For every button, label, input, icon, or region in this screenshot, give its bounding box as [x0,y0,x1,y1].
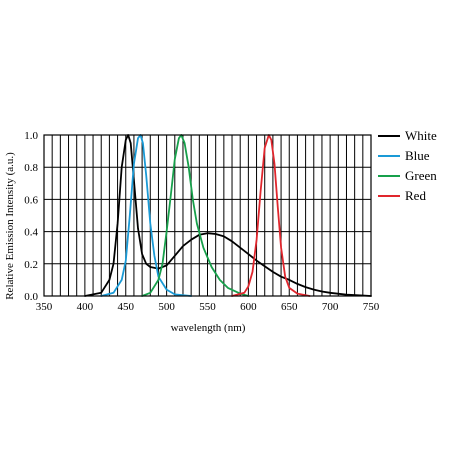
y-tick-label: 1.0 [24,130,38,142]
legend-label-green: Green [405,168,437,183]
y-tick-label: 0.8 [24,162,38,174]
x-tick-label: 750 [363,301,380,313]
x-tick-label: 450 [118,301,135,313]
y-tick-label: 0.6 [24,194,38,206]
x-tick-label: 650 [281,301,298,313]
x-tick-label: 550 [199,301,216,313]
y-axis-title: Relative Emission Intensity (a.u.) [4,152,16,300]
plot-frame [43,134,372,297]
series-line-green [141,134,250,297]
legend-label-blue: Blue [405,148,430,163]
x-axis-title: wavelength (nm) [171,322,246,334]
series-line-white [84,134,372,297]
grid-layer [43,134,372,297]
series-layer [84,134,372,297]
legend-label-red: Red [405,188,426,203]
x-tick-label: 700 [322,301,339,313]
x-tick-label: 350 [36,301,53,313]
series-line-blue [100,134,193,297]
legend: White Blue Green Red [378,128,437,203]
x-tick-label: 400 [77,301,94,313]
y-tick-label: 0.4 [24,227,38,239]
series-line-red [231,134,311,297]
legend-label-white: White [405,128,437,143]
y-tick-label: 0.0 [24,291,38,303]
axes-layer: 350 400 450 500 550 600 650 700 750 0.0 0.2 0.4 0.6 0… [24,130,380,313]
y-tick-label: 0.2 [24,259,38,271]
x-tick-label: 600 [240,301,257,313]
x-tick-label: 500 [158,301,175,313]
